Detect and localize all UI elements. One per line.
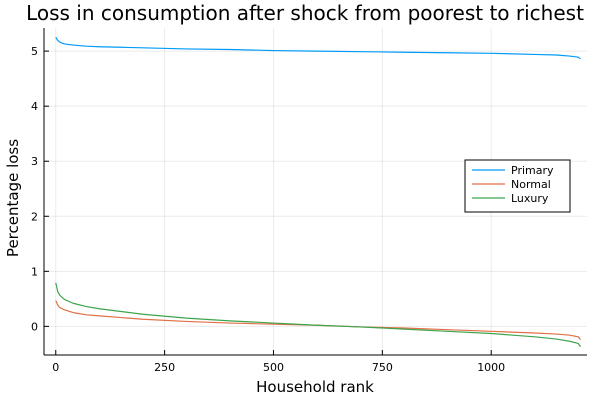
y-tick-label: 0 (31, 320, 38, 333)
chart-title: Loss in consumption after shock from poo… (26, 1, 584, 25)
series-line-normal (55, 300, 581, 340)
legend-box (464, 159, 571, 213)
legend-label-luxury: Luxury (511, 192, 549, 205)
legend-label-normal: Normal (511, 178, 551, 191)
y-tick-label: 1 (31, 265, 38, 278)
y-axis-label: Percentage loss (4, 139, 22, 257)
tick-labels: 0 250 500 750 1000 0 1 2 3 4 5 (31, 45, 505, 374)
x-tick-label: 1000 (477, 361, 505, 374)
y-tick-label: 4 (31, 100, 38, 113)
y-tick-label: 3 (31, 155, 38, 168)
series-lines (55, 37, 581, 348)
legend-label-primary: Primary (511, 164, 554, 177)
x-axis-label: Household rank (256, 378, 374, 396)
x-tick-label: 250 (154, 361, 175, 374)
x-tick-label: 0 (52, 361, 59, 374)
x-tick-label: 750 (372, 361, 393, 374)
y-tick-label: 2 (31, 210, 38, 223)
x-tick-label: 500 (263, 361, 284, 374)
axes (43, 28, 587, 356)
series-line-primary (55, 37, 581, 60)
series-line-luxury (55, 282, 581, 348)
y-tick-label: 5 (31, 45, 38, 58)
